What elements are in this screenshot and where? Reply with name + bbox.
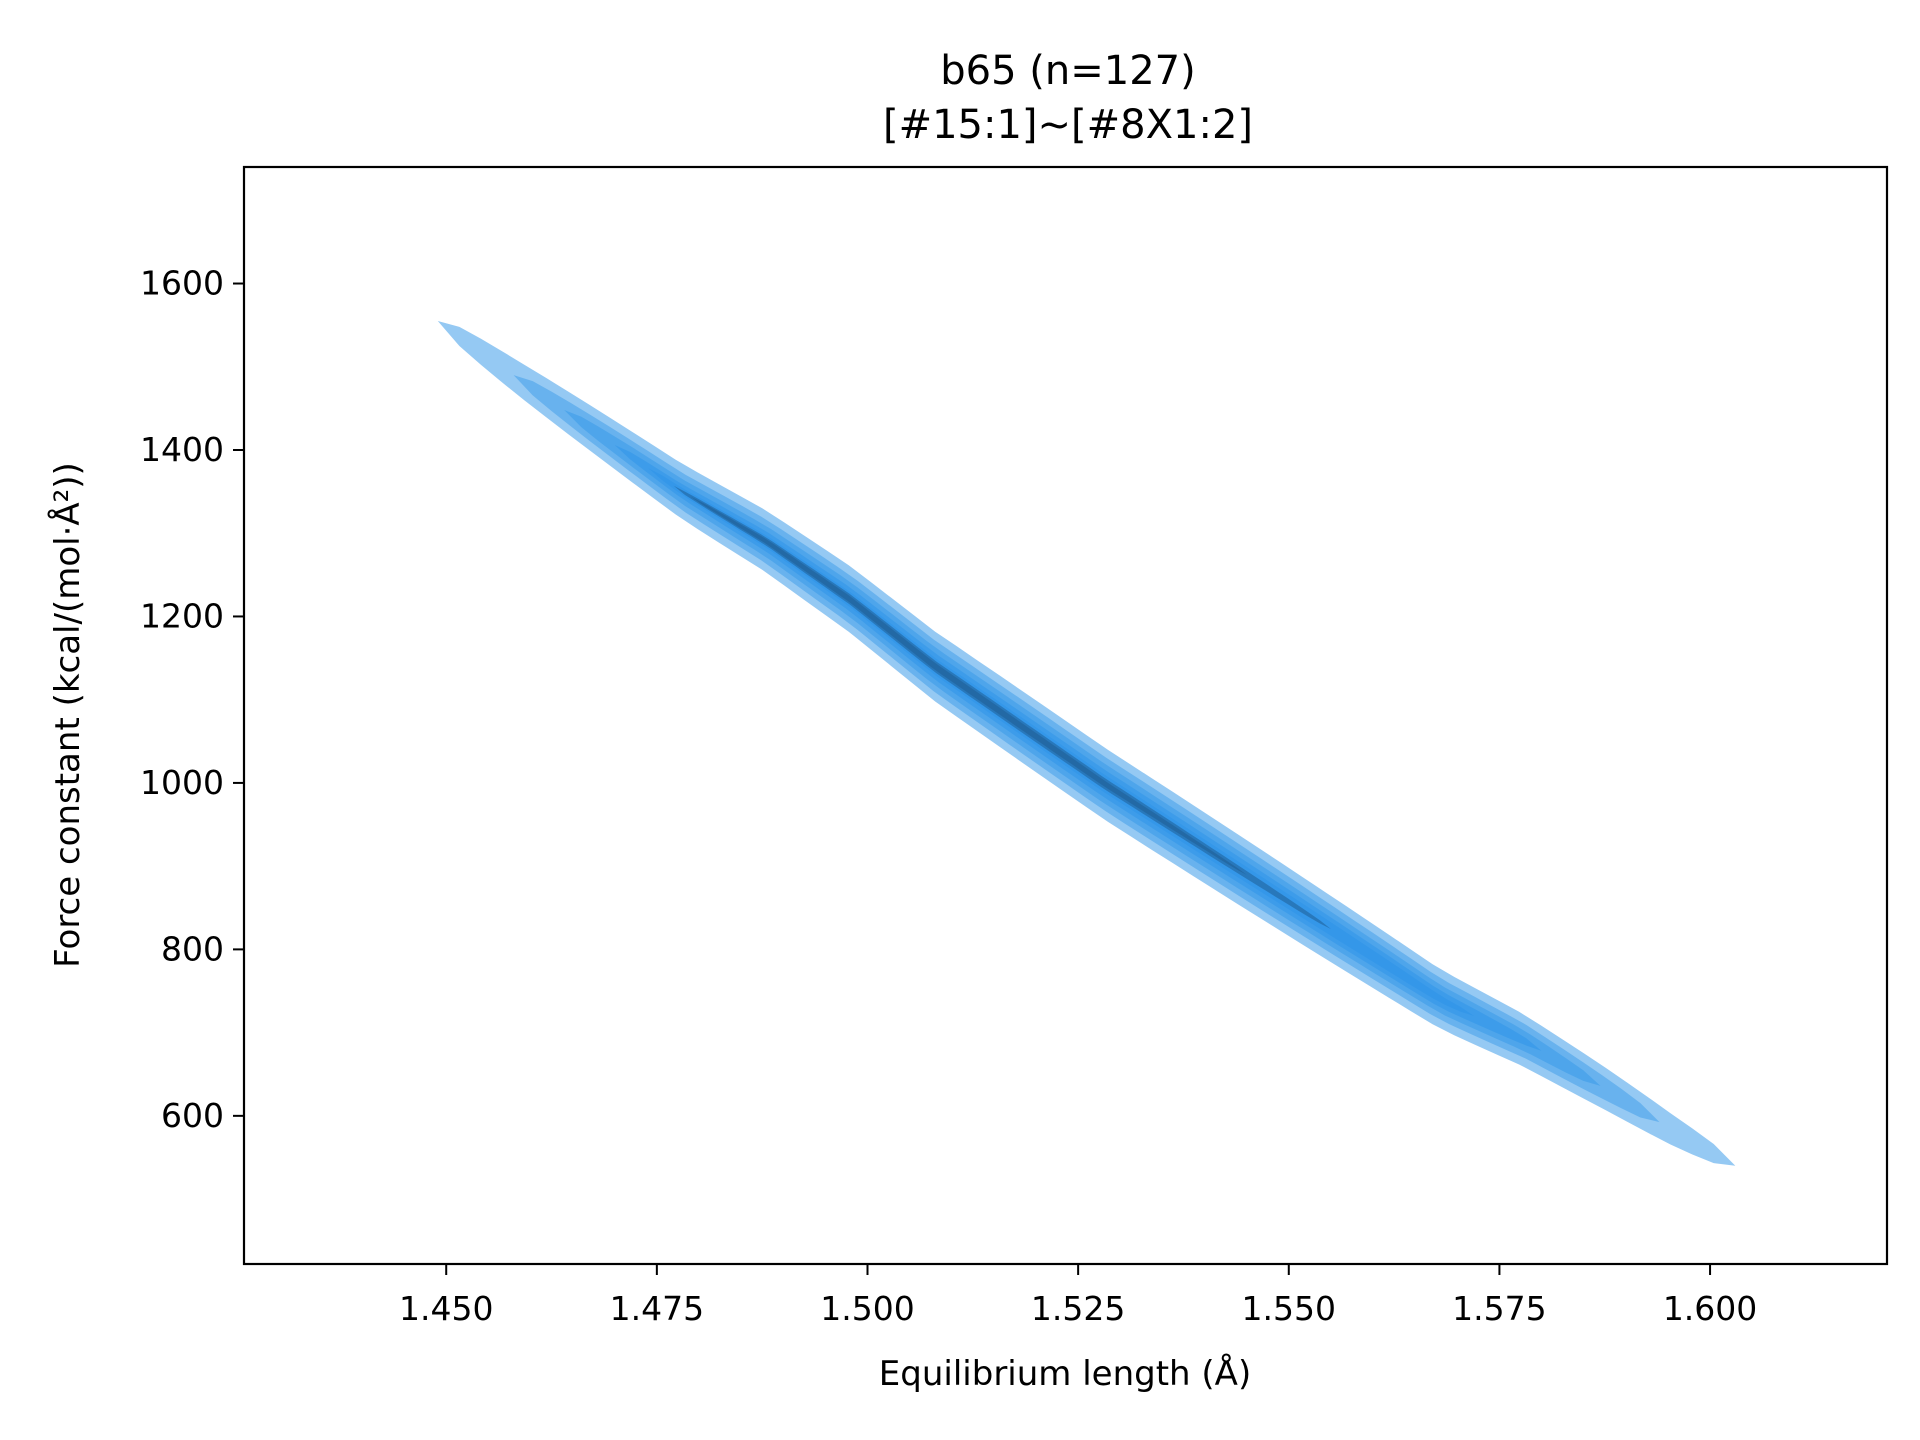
x-tick-label: 1.575 <box>1452 1289 1546 1328</box>
x-axis-label: Equilibrium length (Å) <box>879 1353 1251 1394</box>
plot-frame <box>242 165 1889 1266</box>
chart-title: b65 (n=127) <box>940 48 1195 94</box>
x-tick-label: 1.600 <box>1663 1289 1757 1328</box>
y-tick-label: 1000 <box>140 763 224 802</box>
y-tick-label: 1400 <box>140 430 224 469</box>
density-level-6 <box>673 485 1331 929</box>
chart-subtitle: [#15:1]~[#8X1:2] <box>883 102 1253 148</box>
x-axis: 1.450 1.475 1.500 1.525 1.550 1.575 1.600 <box>399 1264 1757 1328</box>
y-axis: 600 800 1000 1200 1400 1600 <box>140 264 244 1135</box>
y-tick-label: 1200 <box>140 596 224 635</box>
x-tick-label: 1.450 <box>399 1289 493 1328</box>
density-level-1 <box>437 321 1736 1166</box>
x-tick-label: 1.500 <box>820 1289 914 1328</box>
x-tick-label: 1.550 <box>1242 1289 1336 1328</box>
x-tick-label: 1.525 <box>1031 1289 1125 1328</box>
y-tick-label: 1600 <box>140 264 224 303</box>
y-tick-label: 600 <box>161 1096 224 1135</box>
x-tick-label: 1.475 <box>610 1289 704 1328</box>
density-contours <box>437 321 1736 1166</box>
y-tick-label: 800 <box>161 929 224 968</box>
y-axis-label: Force constant (kcal/(mol·Å²)) <box>47 462 88 968</box>
